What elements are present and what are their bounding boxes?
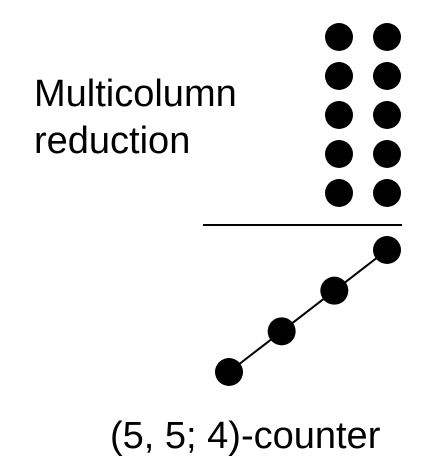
title-line-1: Multicolumn — [34, 73, 237, 115]
input-dot-col1-row5 — [325, 179, 353, 207]
output-chain-line — [228, 249, 388, 373]
input-dot-col1-row4 — [325, 140, 353, 168]
input-dot-col1-row3 — [325, 101, 353, 129]
input-dot-col2-row3 — [373, 101, 401, 129]
input-dot-col1-row2 — [325, 62, 353, 90]
output-bit-dot-3 — [267, 317, 296, 346]
input-dot-col1-row1 — [325, 23, 353, 51]
input-dot-col2-row2 — [373, 62, 401, 90]
output-bit-dot-1 — [373, 236, 401, 264]
output-bit-dot-2 — [320, 276, 349, 305]
output-bit-dot-4 — [215, 358, 243, 386]
input-dot-matrix — [325, 23, 401, 207]
title-line-2: reduction — [34, 120, 190, 162]
output-bit-chain — [215, 236, 401, 386]
input-dot-col2-row5 — [373, 179, 401, 207]
input-dot-col2-row4 — [373, 140, 401, 168]
counter-caption: (5, 5; 4)-counter — [110, 415, 381, 457]
input-dot-col2-row1 — [373, 23, 401, 51]
